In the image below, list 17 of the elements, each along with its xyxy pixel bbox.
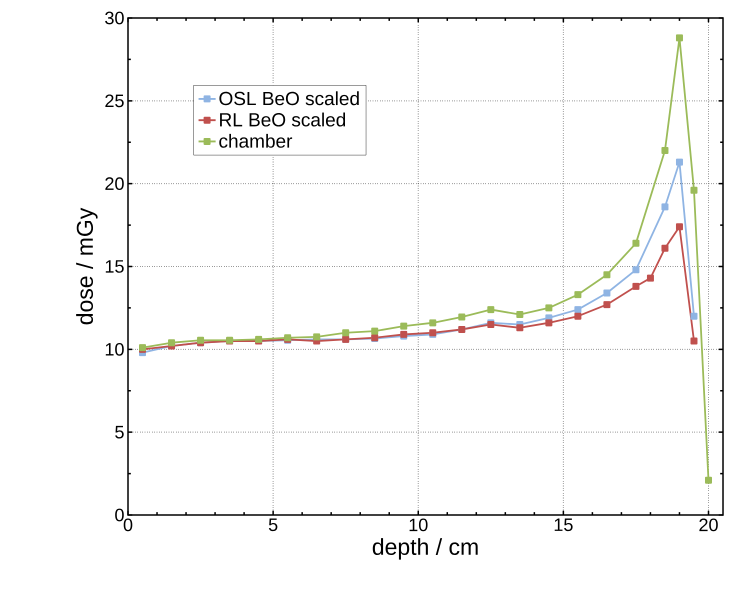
y-tick-label: 0 [115,508,124,522]
x-tick-label: 5 [268,518,278,532]
x-tick-label: 0 [124,518,132,532]
legend-label: chamber [219,134,292,148]
x-tick-label: 20 [699,518,718,532]
x-tick-label: 10 [410,518,428,532]
y-tick-label: 30 [105,12,124,24]
y-tick-label: 25 [105,94,124,108]
y-tick-label: 5 [115,426,124,438]
y-tick-label: 20 [105,177,124,190]
x-tick-label: 15 [554,518,573,532]
legend-label: OSL BeO scaled [219,91,359,106]
y-tick-label: 15 [106,260,124,273]
y-axis-title: dose / mGy [76,208,98,324]
legend-label: RL BeO scaled [220,112,346,127]
y-tick-label: 10 [106,342,124,356]
x-axis-title: depth / cm [372,538,478,560]
